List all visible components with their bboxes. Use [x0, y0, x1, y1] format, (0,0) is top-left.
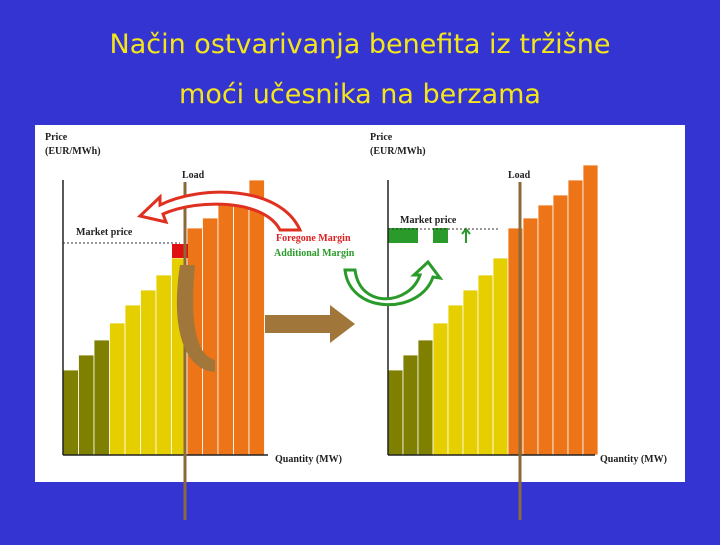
supply-step [492, 257, 509, 456]
supply-step [537, 204, 554, 456]
y-axis-label: (EUR/MWh) [370, 146, 426, 157]
supply-step [387, 369, 404, 456]
supply-step [140, 289, 157, 456]
supply-step [402, 354, 419, 456]
supply-step [417, 339, 434, 456]
supply-step [202, 217, 219, 456]
supply-step [567, 179, 584, 456]
market-price-label: Market price [76, 227, 133, 238]
additional-block [433, 228, 448, 243]
supply-step [109, 322, 126, 456]
x-axis-label: Quantity (MW) [275, 454, 342, 465]
title-line: moći učesnika na berzama [179, 79, 541, 110]
supply-step [248, 179, 265, 456]
supply-step [233, 194, 250, 456]
supply-step [78, 354, 95, 456]
foregone-margin-label: Foregone Margin [276, 233, 351, 244]
supply-step [477, 274, 494, 456]
block-arrow [265, 305, 355, 343]
supply-step [432, 322, 449, 456]
brown-arrow [176, 265, 215, 372]
supply-step [155, 274, 172, 456]
additional-block [388, 228, 418, 243]
load-label: Load [508, 170, 531, 181]
supply-step [462, 289, 479, 456]
supply-step [217, 204, 234, 456]
y-axis-label: Price [370, 132, 393, 143]
supply-step [124, 304, 141, 456]
additional-margin-label: Additional Margin [274, 248, 355, 259]
red-arrow [136, 190, 303, 232]
supply-step [447, 304, 464, 456]
y-axis-label: (EUR/MWh) [45, 146, 101, 157]
supply-step [552, 194, 569, 456]
title-line: Način ostvarivanja benefita iz tržišne [110, 29, 611, 60]
market-price-label: Market price [400, 215, 457, 226]
y-axis-label: Price [45, 132, 68, 143]
diagram-shapes [62, 164, 599, 520]
left-chart: Price (EUR/MWh) Load Market price Forego… [45, 132, 355, 465]
supply-step [522, 217, 539, 456]
right-chart: Price (EUR/MWh) Load Market price Quanti… [370, 132, 667, 465]
green-arrow [343, 259, 444, 307]
x-axis-label: Quantity (MW) [600, 454, 667, 465]
supply-step [62, 369, 79, 456]
supply-step [582, 164, 599, 456]
supply-step [93, 339, 110, 456]
load-label: Load [182, 170, 205, 181]
